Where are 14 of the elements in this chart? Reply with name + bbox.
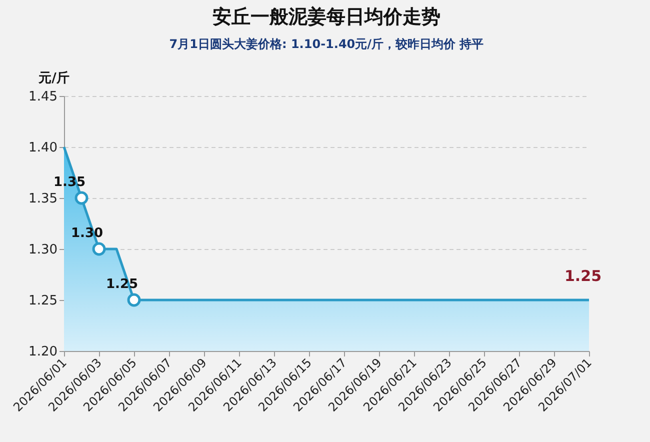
- point: [127, 293, 141, 307]
- data-label: 1.30: [70, 226, 104, 241]
- y-tick-label: 1.40: [28, 140, 58, 156]
- y-tick-label: 1.25: [28, 294, 58, 308]
- y-tick-label: 1.35: [28, 192, 58, 206]
- y-axis-title: 元/斤: [38, 70, 70, 86]
- point: [74, 191, 88, 205]
- y-tick-label: 1.20: [28, 344, 58, 360]
- point: [92, 242, 106, 256]
- y-tick-label: 1.30: [28, 242, 58, 258]
- chart-title: 安丘一般泥姜每日均价走势: [212, 6, 440, 28]
- y-tick-label: 1.45: [28, 90, 58, 104]
- data-label: 1.25: [564, 267, 602, 285]
- chart-subtitle: 7月1日圆头大姜价格: 1.10-1.40元/斤，较昨日均价 持平: [169, 37, 484, 51]
